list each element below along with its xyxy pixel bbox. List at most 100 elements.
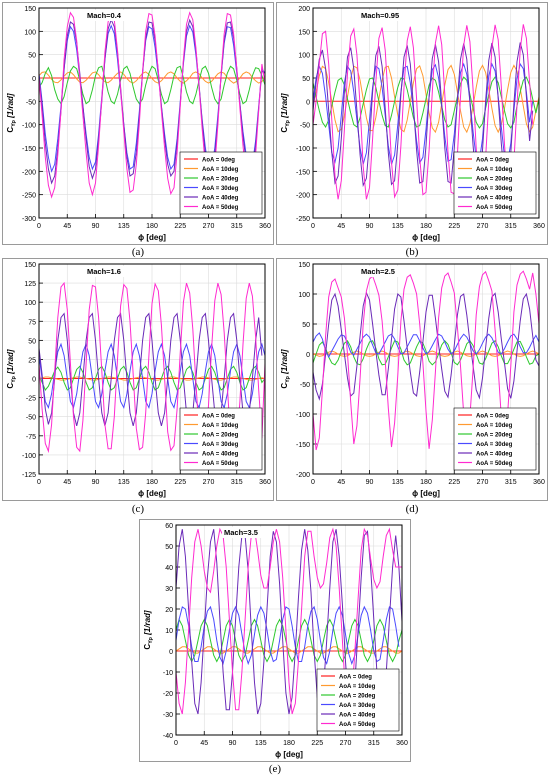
- y-axis-label-subscript: Yp: [148, 636, 154, 643]
- series-line-aoa-50: [39, 11, 265, 199]
- legend-label: AoA = 20deg: [476, 433, 513, 439]
- x-axis-label: ϕ [deg]: [275, 750, 303, 759]
- y-tick-label: -100: [296, 412, 310, 419]
- chart-title: Mach=3.5: [224, 528, 258, 537]
- y-tick-label: 40: [165, 565, 173, 572]
- y-tick-label: -50: [300, 123, 310, 130]
- x-tick-label: 180: [420, 223, 432, 230]
- title-box: [85, 266, 129, 277]
- y-tick-label: -100: [22, 123, 36, 130]
- x-tick-label: 45: [63, 223, 71, 230]
- series-line-aoa-30: [176, 605, 400, 666]
- y-axis-label-subscript: Yp: [11, 375, 17, 382]
- x-tick-label: 135: [118, 223, 130, 230]
- chart-panel-b: 200 150 100 50 0 -50 -100 -150 -200 -250 0 45 90 135 1…: [276, 2, 548, 245]
- x-tick-label: 90: [366, 223, 374, 230]
- legend-label: AoA = 40deg: [202, 452, 239, 458]
- x-tick-label: 270: [203, 479, 215, 486]
- caption-e: (e): [268, 763, 282, 775]
- x-tick-label: 45: [200, 740, 208, 747]
- x-tick-label: 225: [311, 740, 323, 747]
- series-group: [313, 24, 539, 200]
- caption-b: (b): [405, 246, 419, 258]
- y-tick-label: 0: [32, 377, 36, 384]
- series-line-aoa-50: [313, 24, 534, 200]
- y-tick-label: 50: [302, 76, 310, 83]
- x-tick-label: 225: [448, 479, 460, 486]
- y-tick-label: -40: [163, 733, 173, 740]
- x-tick-label: 180: [146, 223, 158, 230]
- y-axis-label-symbol: C: [6, 127, 15, 133]
- y-tick-label: 100: [24, 300, 36, 307]
- y-tick-label: -100: [296, 146, 310, 153]
- series-line-aoa-40: [176, 529, 402, 715]
- x-tick-label: 135: [392, 479, 404, 486]
- legend-label: AoA = 0deg: [339, 675, 372, 681]
- legend-label: AoA = 30deg: [476, 186, 513, 192]
- y-tick-label: 30: [165, 586, 173, 593]
- series-line-aoa-20: [176, 618, 402, 663]
- y-tick-label: -50: [300, 382, 310, 389]
- plot-frame: [312, 263, 540, 475]
- y-tick-label: 50: [302, 322, 310, 329]
- x-tick-label: 90: [92, 479, 100, 486]
- x-tick-label: 0: [37, 223, 41, 230]
- x-tick-label: 90: [229, 740, 237, 747]
- x-tick-label: 90: [366, 479, 374, 486]
- y-axis-label: CYp [1/rad]: [143, 610, 154, 650]
- x-tick-label: 180: [420, 479, 432, 486]
- series-line-aoa-20: [313, 340, 539, 366]
- y-tick-label: 20: [165, 607, 173, 614]
- y-axis-label-unit: [1/rad]: [6, 349, 15, 376]
- y-axis-label: CYp [1/rad]: [6, 93, 17, 133]
- legend-box: [453, 151, 537, 215]
- series-group: [39, 281, 265, 454]
- y-tick-label: -50: [26, 415, 36, 422]
- y-axis-label-unit: [1/rad]: [280, 93, 289, 120]
- x-tick-label: 180: [283, 740, 295, 747]
- series-line-aoa-30: [313, 62, 534, 165]
- y-tick-label: 0: [32, 76, 36, 83]
- legend-label: AoA = 0deg: [476, 414, 509, 420]
- x-tick-label: 360: [259, 223, 271, 230]
- legend-label: AoA = 20deg: [339, 694, 376, 700]
- y-tick-label: -150: [296, 442, 310, 449]
- series-line-aoa-10: [39, 71, 265, 84]
- y-tick-label: -150: [296, 169, 310, 176]
- caption-c: (c): [131, 503, 145, 515]
- y-tick-label: 50: [28, 338, 36, 345]
- y-axis-label: CYp [1/rad]: [280, 93, 291, 133]
- y-tick-label: -75: [26, 434, 36, 441]
- title-box: [85, 10, 129, 21]
- y-tick-label: 150: [24, 6, 36, 13]
- chart-panel-a: 150 100 50 0 -50 -100 -150 -200 -250 -300 0 45 90 135…: [2, 2, 274, 245]
- legend-box: [453, 407, 537, 471]
- x-tick-label: 45: [337, 479, 345, 486]
- y-axis-label-unit: [1/rad]: [6, 93, 15, 120]
- plot-frame: [312, 7, 540, 219]
- chart-title: Mach=1.6: [87, 267, 121, 276]
- y-axis-label: CYp [1/rad]: [6, 349, 17, 389]
- y-tick-label: 75: [28, 319, 36, 326]
- chart-title: Mach=2.5: [361, 267, 395, 276]
- series-line-aoa-30: [39, 24, 265, 173]
- x-tick-label: 135: [118, 479, 130, 486]
- y-tick-label: 125: [24, 281, 36, 288]
- legend-label: AoA = 10deg: [202, 423, 239, 429]
- y-tick-label: -150: [22, 146, 36, 153]
- legend-label: AoA = 30deg: [202, 442, 239, 448]
- x-tick-label: 315: [368, 740, 380, 747]
- y-tick-label: 0: [169, 649, 173, 656]
- legend-label: AoA = 50deg: [339, 722, 376, 728]
- y-tick-label: 200: [298, 6, 310, 13]
- legend-label: AoA = 20deg: [202, 433, 239, 439]
- y-axis-label-symbol: C: [280, 383, 289, 389]
- x-tick-label: 180: [146, 479, 158, 486]
- legend-label: AoA = 20deg: [476, 177, 513, 183]
- x-tick-label: 270: [477, 479, 489, 486]
- legend-label: AoA = 20deg: [202, 177, 239, 183]
- y-axis-label-unit: [1/rad]: [280, 349, 289, 376]
- series-line-aoa-30: [313, 332, 539, 359]
